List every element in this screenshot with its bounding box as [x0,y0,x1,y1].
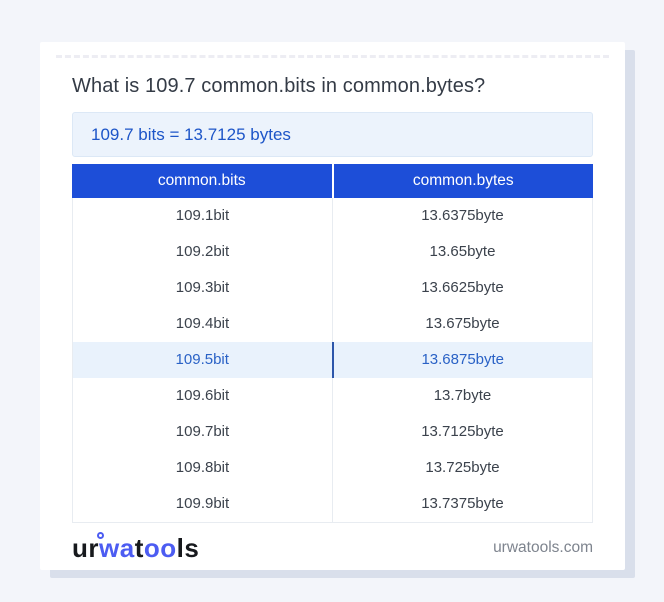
table-cell-bytes: 13.7125byte [421,423,504,440]
conversion-result-text: 109.7 bits = 13.7125 bytes [91,124,291,144]
table-row[interactable]: 109.8bit 13.725byte [73,450,592,486]
table-body: 109.1bit 13.6375byte 109.2bit 13.65byte … [72,198,593,523]
table-cell-bytes: 13.6625byte [421,279,504,296]
logo-part-t: t [134,533,144,563]
logo-part-wa: wa [99,533,135,563]
table-cell-bytes: 13.6875byte [421,351,505,368]
logo-part-ur: ur [72,533,99,563]
conversion-table: common.bits common.bytes 109.1bit 13.637… [72,164,593,523]
urwatools-logo[interactable]: ur watools [72,532,199,564]
logo-part-oo: oo [143,533,177,563]
logo-ring-icon [97,532,104,539]
table-cell-bits: 109.5bit [73,342,334,378]
table-cell-bytes: 13.675byte [425,315,500,332]
site-url-text: urwatools.com [493,539,593,556]
table-header-bytes: common.bytes [412,172,514,189]
table-row[interactable]: 109.7bit 13.7125byte [73,414,592,450]
table-cell-bits: 109.9bit [73,486,333,522]
table-cell-bytes: 13.6375byte [421,207,504,224]
table-cell-bits: 109.2bit [73,234,333,270]
table-row[interactable]: 109.3bit 13.6625byte [73,270,592,306]
card-footer: ur watools urwatools.com [72,532,593,564]
table-cell-bytes: 13.7byte [433,387,492,404]
table-cell-bits: 109.3bit [73,270,333,306]
table-row[interactable]: 109.4bit 13.675byte [73,306,592,342]
table-row[interactable]: 109.2bit 13.65byte [73,234,592,270]
table-row[interactable]: 109.6bit 13.7byte [73,378,592,414]
table-row[interactable]: 109.1bit 13.6375byte [73,198,592,234]
table-cell-bytes: 13.725byte [425,459,500,476]
table-cell-bits: 109.1bit [73,198,333,234]
converter-card: What is 109.7 common.bits in common.byte… [40,42,625,570]
logo-part-ls: ls [176,533,200,563]
table-cell-bytes: 13.65byte [429,243,496,260]
table-row[interactable]: 109.9bit 13.7375byte [73,486,592,522]
table-row[interactable]: 109.5bit 13.6875byte [73,342,592,378]
table-cell-bits: 109.8bit [73,450,333,486]
conversion-result-box: 109.7 bits = 13.7125 bytes [72,112,593,157]
table-header-bits: common.bits [72,164,334,198]
table-cell-bytes: 13.7375byte [421,495,504,512]
page-title: What is 109.7 common.bits in common.byte… [72,75,486,97]
table-header-row: common.bits common.bytes [72,164,593,198]
table-cell-bits: 109.4bit [73,306,333,342]
table-cell-bits: 109.6bit [73,378,333,414]
table-cell-bits: 109.7bit [73,414,333,450]
dashed-divider [56,55,609,58]
